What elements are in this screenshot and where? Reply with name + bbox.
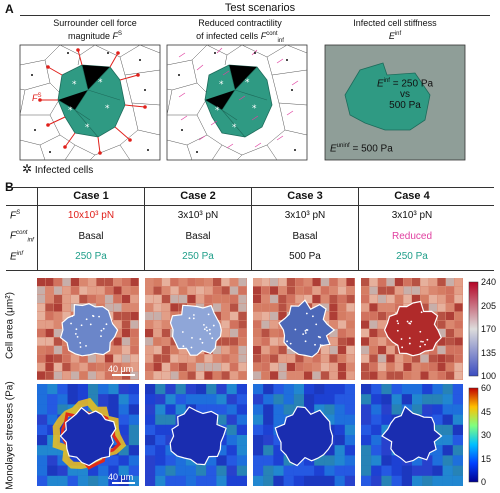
case1-header: Case 1 [73, 190, 109, 202]
area-tick-1: 205 [481, 300, 497, 311]
table-cell-r0-c0: 10x10³ pN [67, 210, 115, 221]
svg-text:*: * [105, 104, 110, 114]
stiffness-diagram [324, 44, 466, 161]
table-cell-r2-c1: 250 Pa [182, 251, 214, 262]
stiffness-uninfected-text: Euninf = 500 Pa [330, 143, 393, 155]
table-cell-r0-c3: 3x10³ pN [391, 210, 433, 221]
stiffness-infected-text: Einf = 250 Pa vs 500 Pa [376, 78, 434, 112]
area-tick-4: 100 [481, 371, 497, 381]
table-cell-r1-c2: Basal [292, 231, 318, 242]
stress-tick-0: 60 [481, 383, 492, 393]
table-cell-r1-c3: Reduced [391, 231, 433, 242]
stress-colorbar [468, 387, 479, 483]
infected-region-stress-case2 [169, 406, 227, 466]
col2-title: Reduced contractility of infected cells … [196, 18, 284, 44]
area-tick-0: 240 [481, 277, 497, 287]
table-top-rule [6, 187, 494, 188]
table-header-rule [6, 205, 494, 206]
table-cell-r1-c0: Basal [78, 231, 104, 242]
reduced-contractility-diagram: * * * * * [166, 44, 308, 161]
stress-tick-1: 45 [481, 406, 492, 417]
case4-header: Case 4 [394, 190, 430, 202]
stress-tick-4: 0 [481, 477, 487, 487]
stress-tick-3: 15 [481, 453, 492, 464]
table-vline-3 [251, 187, 252, 270]
panel-a-letter: A [5, 2, 14, 16]
infected-region-area-case4 [383, 300, 442, 357]
svg-text:*: * [85, 123, 90, 133]
svg-text:*: * [68, 106, 73, 116]
svg-text:*: * [98, 78, 103, 88]
table-cell-r0-c2: 3x10³ pN [284, 210, 326, 221]
stress-tick-2: 30 [481, 430, 492, 440]
area-tick-2: 170 [481, 324, 497, 334]
col1-title: Surrounder cell force magnitude FS [53, 18, 137, 41]
table-cell-r1-c1: Basal [185, 231, 211, 242]
force-magnitude-diagram: * * * * * [19, 44, 161, 161]
svg-text:*: * [219, 80, 224, 90]
table-cell-r0-c1: 3x10³ pN [177, 210, 219, 221]
case3-header: Case 3 [287, 190, 323, 202]
row-label-einf: Einf [10, 251, 24, 263]
infected-region-area-case1 [59, 303, 119, 357]
infected-region-stress-case1 [59, 406, 117, 467]
row-label-fs: FS [10, 210, 21, 222]
table-cell-r2-c2: 500 Pa [289, 251, 321, 262]
box1-force-label: FS [32, 93, 42, 103]
table-vline-2 [144, 187, 145, 270]
test-scenarios-header: Test scenarios [224, 2, 296, 14]
svg-text:*: * [252, 104, 257, 114]
infected-region-stress-case4 [381, 405, 443, 464]
table-cell-r2-c0: 250 Pa [75, 251, 107, 262]
table-vline-1 [37, 187, 38, 270]
svg-text:*: * [232, 123, 237, 133]
table-cell-r2-c3: 250 Pa [396, 251, 428, 262]
table-bottom-rule [6, 270, 494, 271]
col3-title: Infected cell stiffness Einf [353, 18, 437, 41]
header-rule [20, 15, 490, 16]
asterisk-cluster-icon: ✲ [22, 162, 33, 176]
area-colorbar [468, 281, 479, 377]
infected-cells-legend: ✲ Infected cells [22, 162, 94, 176]
scalebar-area-label: 40 μm [108, 364, 134, 374]
scalebar-stress-label: 40 μm [108, 472, 134, 482]
case2-header: Case 2 [180, 190, 216, 202]
svg-text:*: * [72, 80, 77, 90]
row-label-fcont: Fcontinf [10, 230, 34, 244]
svg-text:*: * [245, 78, 250, 88]
infected-region-area-case2 [169, 304, 222, 356]
table-vline-4 [358, 187, 359, 270]
infected-region-area-case3 [278, 299, 336, 358]
infected-region-stress-case3 [274, 406, 334, 467]
svg-text:*: * [215, 106, 220, 116]
area-tick-3: 135 [481, 347, 497, 358]
